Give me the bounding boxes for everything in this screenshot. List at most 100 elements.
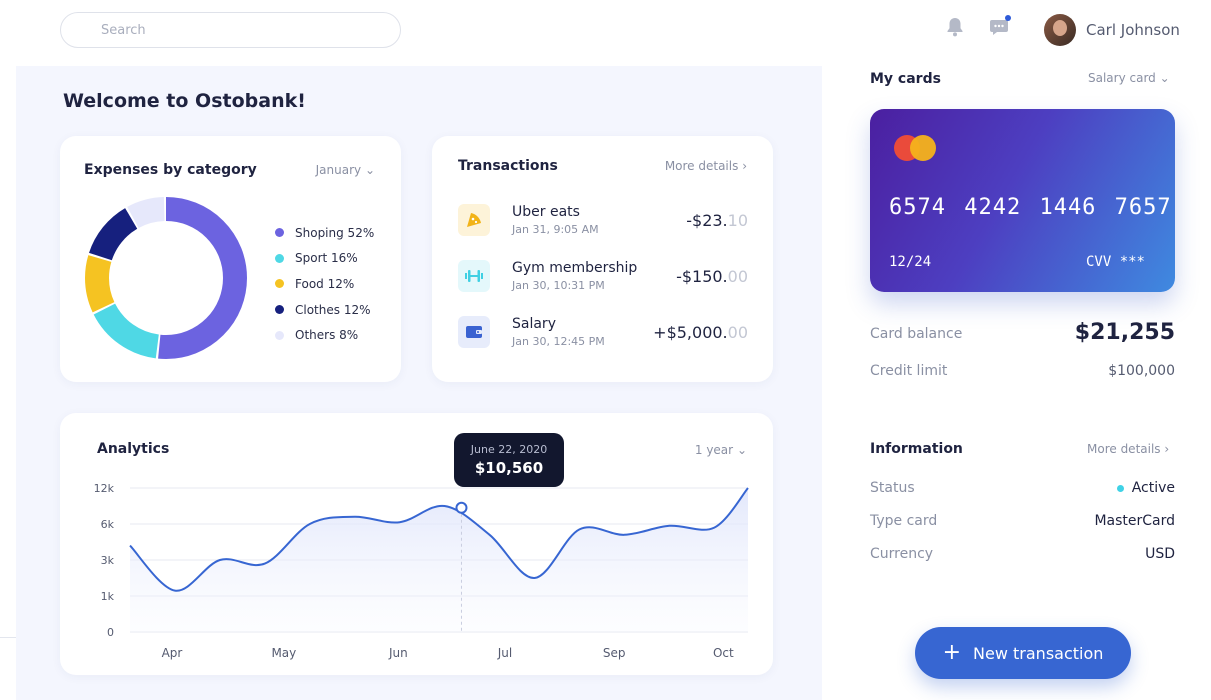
status-value: Active [1116,480,1175,496]
legend-item: Food 12% [275,271,374,297]
transaction-date: Jan 30, 10:31 PM [512,279,605,292]
more-details-label: More details [1087,442,1161,456]
mastercard-logo-icon [894,135,938,161]
highlight-point[interactable] [455,501,468,514]
x-tick-label: Oct [713,646,734,660]
info-more-link[interactable]: More details › [1087,442,1169,456]
bank-card[interactable]: 6574 4242 1446 7657 12/24 CVV *** [870,109,1175,292]
new-transaction-label: New transaction [973,643,1104,663]
card-expiry: 12/24 [889,254,932,270]
transaction-name: Salary [512,316,556,332]
chart-area [130,488,748,632]
y-tick-label: 3k [101,554,115,567]
wallet-icon [458,316,490,348]
transaction-amount: -$23.10 [686,211,748,230]
amount-main: -$150. [676,266,728,286]
legend-label: Food 12% [295,276,355,291]
month-select[interactable]: January ⌄ [316,163,375,177]
amount-cents: 00 [727,322,748,342]
legend-label: Clothes 12% [295,302,371,317]
x-tick-label: Jun [388,646,408,660]
divider [0,637,16,638]
analytics-title: Analytics [97,441,170,457]
chat-icon[interactable] [988,15,1011,38]
plus-icon: + [942,640,962,665]
transactions-card: Transactions More details › Uber eats Ja… [432,136,773,382]
y-tick-label: 1k [101,590,115,603]
status-dot [1116,484,1124,492]
status-label: Status [870,480,915,496]
legend-dot [275,305,284,315]
expenses-title: Expenses by category [84,162,257,178]
transaction-row[interactable]: Salary Jan 30, 12:45 PM +$5,000.00 [458,310,748,354]
more-details-label: More details [664,159,739,173]
x-tick-label: Jul [497,646,512,660]
donut-slice [85,197,247,359]
card-select-label: Salary card [1088,71,1156,85]
chart-tooltip: June 22, 2020 $10,560 [454,433,564,487]
bell-icon[interactable] [944,16,966,38]
tooltip-date: June 22, 2020 [470,443,548,456]
legend-dot [275,253,284,263]
transaction-row[interactable]: Uber eats Jan 31, 9:05 AM -$23.10 [458,198,748,242]
donut-slice [85,197,247,359]
information-title: Information [870,441,963,457]
credit-limit: $100,000 [1108,363,1175,379]
transaction-date: Jan 30, 12:45 PM [512,335,605,348]
chevron-down-icon: ⌄ [1159,71,1170,85]
type-label: Type card [870,513,938,529]
chevron-down-icon: ⌄ [736,443,747,457]
user-name: Carl Johnson [1086,21,1180,39]
limit-label: Credit limit [870,363,948,379]
avatar [1044,14,1076,46]
status-text: Active [1131,480,1175,496]
month-select-label: January [315,163,362,177]
legend-label: Others 8% [295,328,359,343]
transaction-name: Gym membership [512,260,638,276]
my-cards-title: My cards [870,71,941,87]
transaction-name: Uber eats [512,204,580,220]
new-transaction-button[interactable]: + New transaction [915,627,1131,679]
card-number: 6574 4242 1446 7657 [889,195,1172,220]
range-select-label: 1 year [694,443,734,457]
x-tick-label: Sep [603,646,626,660]
range-select[interactable]: 1 year ⌄ [695,443,747,457]
transactions-title: Transactions [458,158,558,174]
notification-dot [1005,15,1011,21]
legend-item: Shoping 52% [275,220,374,246]
currency-label: Currency [870,546,934,562]
y-tick-label: 12k [94,482,115,495]
legend-item: Others 8% [275,322,374,348]
dumbbell-icon [458,260,490,292]
legend-dot [275,228,284,238]
user-menu[interactable]: Carl Johnson [1044,14,1180,46]
expenses-donut [85,197,247,359]
legend-dot [275,279,284,289]
amount-cents: 00 [727,266,748,286]
x-tick-label: Apr [162,646,183,660]
card-select[interactable]: Salary card ⌄ [1088,71,1170,85]
search-input[interactable] [60,12,401,48]
expenses-legend: Shoping 52% Sport 16% Food 12% Clothes 12% O… [275,220,374,348]
chevron-right-icon: › [1164,442,1170,456]
y-tick-label: 6k [101,518,115,531]
legend-item: Clothes 12% [275,297,374,323]
card-balance: $21,255 [1074,320,1175,345]
currency-value: USD [1145,546,1175,562]
analytics-chart: 12k 6k 3k 1k 0 Apr May Jun Jul Sep Oct [94,482,749,660]
main-panel: Welcome to Ostobank! Expenses by categor… [16,66,822,700]
x-tick-label: May [271,646,296,660]
transactions-more-link[interactable]: More details › [665,159,747,173]
transaction-row[interactable]: Gym membership Jan 30, 10:31 PM -$150.00 [458,254,748,298]
y-tick-label: 0 [107,626,114,639]
card-cvv: CVV *** [1085,254,1145,270]
legend-label: Sport 16% [295,251,358,266]
expenses-card: Expenses by category January ⌄ Shoping 5… [60,136,401,382]
transaction-amount: -$150.00 [676,267,748,286]
pizza-icon [458,204,490,236]
amount-cents: 10 [727,210,748,230]
type-value: MasterCard [1094,513,1175,529]
legend-label: Shoping 52% [295,225,375,240]
balance-label: Card balance [870,326,963,342]
transaction-amount: +$5,000.00 [653,323,748,342]
